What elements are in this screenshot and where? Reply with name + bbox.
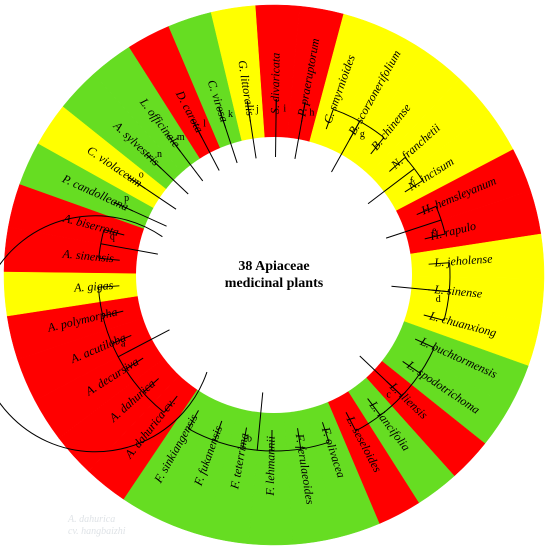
tip-branch [214, 420, 223, 441]
tip-branch [389, 157, 406, 172]
clade-arc [98, 229, 105, 259]
clade-stem [367, 168, 415, 205]
leaf-label: A. gigas [73, 278, 115, 295]
tip-branch [416, 205, 437, 216]
center-title-line-1: 38 Apiaceae [238, 259, 310, 274]
tip-branch [125, 357, 144, 370]
tip-branch [345, 412, 357, 432]
clade-stem [385, 219, 442, 239]
tip-branch [423, 314, 445, 321]
clade-label: e [432, 226, 437, 237]
tip-branch [98, 285, 120, 288]
clade-stem [294, 101, 306, 159]
clade-label: g [360, 129, 365, 140]
clade-label: j [255, 104, 259, 115]
clade-label: q [110, 231, 115, 242]
watermark-line-2: cv. hangbaizhi [68, 526, 126, 537]
clade-stem [167, 134, 204, 182]
clade-arc [333, 108, 385, 138]
clade-stem [145, 153, 189, 195]
tip-branch [98, 257, 120, 261]
tip-branch [187, 410, 199, 429]
leaf-label: A. sinensis [61, 246, 115, 265]
tip-branch [414, 338, 435, 349]
clade-label: d [436, 294, 441, 305]
center-title: 38 Apiaceae medicinal plants [199, 258, 349, 292]
leaf-label: F. lehmannii [263, 436, 278, 497]
tip-branch [321, 422, 330, 443]
tip-branch [424, 233, 446, 240]
tip-branch [428, 262, 450, 265]
ring-inner-disc [136, 137, 412, 413]
tip-branch [242, 427, 248, 449]
clade-label: f [410, 176, 414, 187]
clade-stem [191, 118, 220, 171]
clade-stem [391, 285, 450, 293]
tip-branch [297, 428, 302, 450]
leaf-label: S. divaricata [268, 53, 283, 115]
clade-arc [97, 287, 165, 413]
tree-branches [0, 99, 451, 453]
clade-stem [218, 107, 238, 164]
tip-branch [367, 398, 381, 416]
clade-label: l [203, 118, 206, 129]
leaf-label: L. jeholense [433, 251, 493, 269]
clade-label: a [121, 339, 126, 350]
clade-label: o [139, 170, 144, 181]
clade-stem [256, 392, 264, 451]
clade-label: k [228, 109, 233, 120]
root-arc [0, 215, 208, 453]
tip-branch [102, 310, 124, 317]
clade-stem [113, 201, 167, 227]
tip-branch [370, 137, 385, 155]
center-title-line-2: medicinal plants [224, 276, 324, 291]
clade-stem [117, 329, 170, 358]
tip-branch [404, 180, 423, 193]
clade-labels: a b c d e f g h i j k l m n o p q [110, 104, 441, 445]
clade-label: n [157, 149, 162, 160]
clade-label: i [283, 104, 286, 115]
tip-branch [402, 361, 421, 374]
clade-label: c [386, 389, 391, 400]
clade-label: h [309, 108, 314, 119]
clade-label: m [177, 132, 185, 143]
clade-label: p [124, 193, 129, 204]
clade-stem [127, 176, 177, 210]
clade-stem [331, 121, 361, 173]
clade-stem [100, 243, 158, 255]
clade-stem [275, 99, 277, 158]
watermark-line-1: A. dahurica [68, 514, 116, 525]
tip-branch [142, 378, 159, 393]
tip-branch [163, 395, 178, 413]
leaf-label: L. sinense [433, 282, 484, 301]
watermark-text: A. dahurica cv. hangbaizhi [68, 514, 126, 538]
clade-arc [443, 262, 451, 321]
clade-stem [246, 100, 257, 159]
clade-arc [435, 206, 446, 235]
tip-branch [111, 334, 132, 345]
clade-stem [359, 355, 403, 397]
clade-label: b [247, 433, 252, 444]
color-ring [3, 4, 545, 546]
tip-branch [103, 229, 125, 236]
tip-branch [325, 109, 334, 130]
